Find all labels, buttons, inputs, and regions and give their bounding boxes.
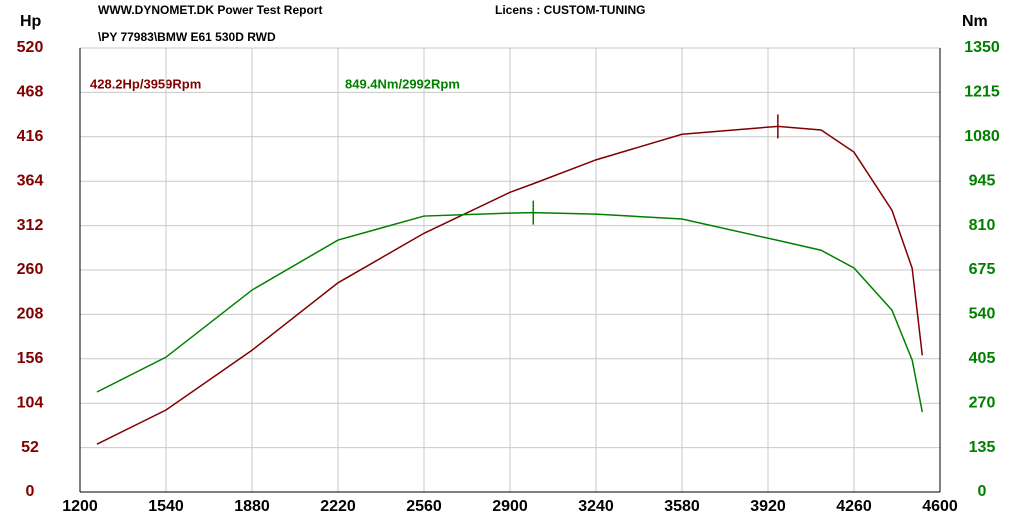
- x-tick-label: 1880: [234, 498, 270, 515]
- y2-tick-label: 675: [969, 261, 996, 278]
- y2-tick-label: 1215: [964, 84, 1000, 101]
- y2-tick-label: 0: [978, 483, 987, 500]
- y2-axis-label: Nm: [962, 13, 988, 30]
- y-tick-label: 0: [26, 483, 35, 500]
- line-series: [96, 211, 924, 413]
- y-tick-label: 260: [17, 261, 44, 278]
- y-tick-label: 416: [17, 128, 44, 145]
- subtitle: \PY 77983\BMW E61 530D RWD: [98, 30, 276, 44]
- line-series: [96, 125, 924, 445]
- license: Licens : CUSTOM-TUNING: [495, 3, 645, 17]
- x-tick-label: 3240: [578, 498, 614, 515]
- y2-tick-label: 1080: [964, 128, 1000, 145]
- x-tick-label: 3920: [750, 498, 786, 515]
- y2-tick-label: 540: [969, 306, 996, 323]
- x-tick-label: 2220: [320, 498, 356, 515]
- x-tick-label: 3580: [664, 498, 700, 515]
- y-axis-label: Hp: [20, 13, 42, 30]
- y2-tick-label: 1350: [964, 39, 1000, 56]
- y-tick-label: 52: [21, 439, 39, 456]
- annotation: 849.4Nm/2992Rpm: [345, 76, 460, 91]
- annotation: 428.2Hp/3959Rpm: [90, 76, 201, 91]
- x-tick-label: 4600: [922, 498, 958, 515]
- y2-tick-label: 405: [969, 350, 996, 367]
- y2-tick-label: 945: [969, 172, 996, 189]
- x-tick-label: 1200: [62, 498, 98, 515]
- x-tick-label: 1540: [148, 498, 184, 515]
- chart-title: WWW.DYNOMET.DK Power Test Report: [98, 3, 322, 17]
- y-tick-label: 208: [17, 306, 44, 323]
- x-tick-label: 4260: [836, 498, 872, 515]
- y2-tick-label: 135: [969, 439, 996, 456]
- y-tick-label: 520: [17, 39, 44, 56]
- y-tick-label: 104: [17, 394, 44, 411]
- y-tick-label: 312: [17, 217, 44, 234]
- y-tick-label: 468: [17, 84, 44, 101]
- y-tick-label: 364: [17, 172, 44, 189]
- y2-tick-label: 270: [969, 394, 996, 411]
- y2-tick-label: 810: [969, 217, 996, 234]
- y-tick-label: 156: [17, 350, 44, 367]
- x-tick-label: 2900: [492, 498, 528, 515]
- x-tick-label: 2560: [406, 498, 442, 515]
